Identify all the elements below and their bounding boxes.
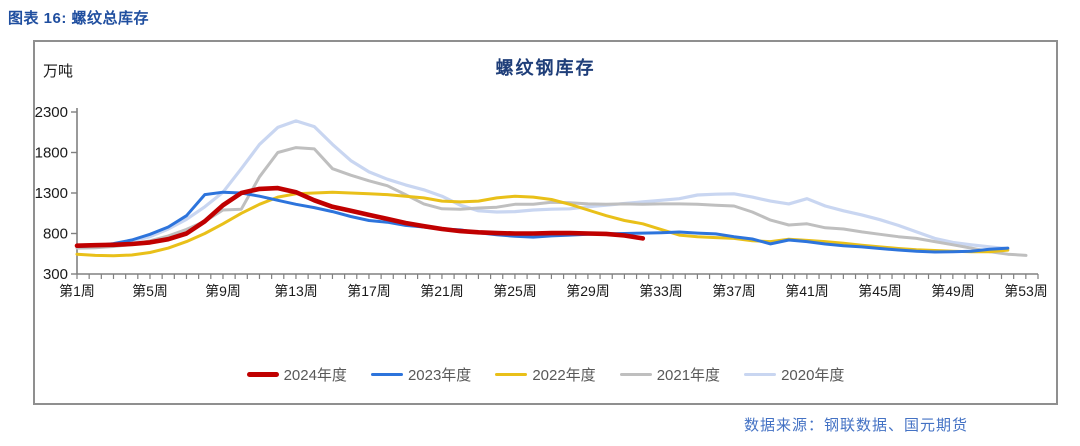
x-tick-label: 第5周 — [132, 283, 168, 299]
legend-item: 2022年度 — [495, 364, 596, 385]
chart-title: 螺纹钢库存 — [495, 58, 596, 78]
legend-swatch — [246, 372, 279, 377]
x-tick-label: 第13周 — [274, 283, 318, 299]
legend-label: 2021年度 — [656, 367, 721, 384]
y-tick-label: 300 — [43, 266, 68, 283]
x-tick-label: 第1周 — [59, 283, 95, 299]
x-tick-label: 第17周 — [347, 283, 391, 299]
legend-item: 2023年度 — [370, 364, 472, 385]
figure-caption: 图表 16: 螺纹总库存 — [8, 10, 150, 27]
legend-swatch — [619, 372, 652, 377]
x-tick-label: 第45周 — [858, 283, 902, 299]
series-line-2024年度 — [74, 185, 646, 248]
legend-label: 2020年度 — [781, 367, 845, 384]
x-tick-label: 第9周 — [205, 283, 241, 299]
legend-item: 2021年度 — [619, 364, 721, 385]
series-line-2023年度 — [75, 190, 1010, 254]
x-tick-label: 第37周 — [712, 283, 756, 299]
x-tick-label: 第49周 — [931, 283, 975, 299]
legend-swatch — [744, 372, 777, 377]
chart-container: 万吨 螺纹钢库存 300 800 1300 1800 2300 第1周 第5周 第9周 第13周… — [33, 40, 1058, 405]
x-tick-label: 第29周 — [566, 283, 610, 299]
legend-item: 2020年度 — [744, 364, 844, 385]
chart-legend: 2024年度 2023年度 2022年度 2021年度 2020年度 — [35, 364, 1056, 385]
x-tick-label: 第41周 — [785, 283, 829, 299]
y-tick-label: 800 — [43, 226, 68, 243]
series-line-2021年度 — [75, 146, 1028, 257]
y-axis-unit-label: 万吨 — [43, 63, 74, 80]
x-tick-label: 第53周 — [1004, 283, 1048, 299]
x-tick-label: 第25周 — [493, 283, 537, 299]
y-tick-label: 2300 — [35, 104, 68, 121]
legend-swatch — [495, 372, 528, 377]
legend-swatch — [370, 372, 403, 377]
series-line-2022年度 — [75, 190, 1010, 258]
y-tick-label: 1800 — [35, 145, 68, 162]
data-source: 数据来源：钢联数据、国元期货 — [743, 417, 968, 434]
x-tick-label: 第21周 — [420, 283, 464, 299]
legend-label: 2022年度 — [532, 367, 596, 384]
y-tick-label: 1300 — [35, 185, 68, 202]
legend-label: 2024年度 — [283, 367, 347, 384]
legend-item: 2024年度 — [246, 364, 347, 385]
series-line-2020年度 — [75, 119, 1010, 251]
plot-area: 300 800 1300 1800 2300 第1周 第5周 第9周 第13周 第17周 第21周 第… — [35, 104, 1048, 299]
legend-label: 2023年度 — [407, 367, 472, 384]
x-tick-label: 第33周 — [639, 283, 683, 299]
